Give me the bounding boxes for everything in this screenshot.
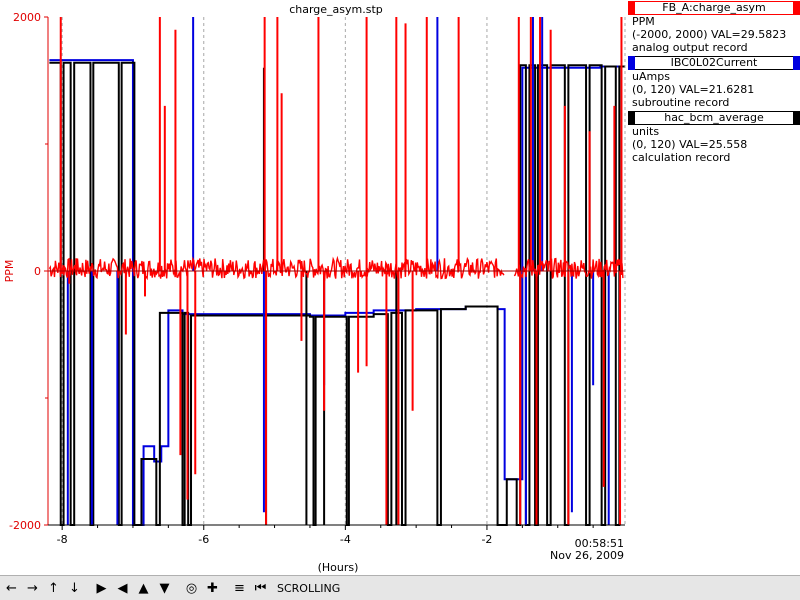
add-button[interactable]: ✚ — [204, 580, 221, 597]
toolbar: ← → ↑ ↓ ▶ ◀ ▲ ▼ ◎ ✚ ≡ ⏮ SCROLLING — [0, 575, 800, 600]
y-tick-label-2: -2000 — [9, 519, 41, 532]
legend-series-2-units: uAmps — [632, 70, 670, 83]
y-axis-label: PPM — [3, 260, 16, 283]
pan-up-icon: ↑ — [48, 580, 59, 596]
x-tick-label-1: -6 — [198, 533, 209, 546]
x-tick-label-3: -2 — [481, 533, 492, 546]
legend-series-3-name: hac_bcm_average — [664, 111, 764, 124]
legend-series-2-range: (0, 120) VAL=21.6281 — [632, 83, 755, 96]
legend-series-1-record: analog output record — [632, 41, 748, 54]
series-1-color-swatch-right — [793, 1, 800, 15]
series-1-color-swatch — [628, 1, 635, 15]
zoom-out-y-icon: ▼ — [159, 580, 170, 596]
legend-series-2-name: IBC0L02Current — [670, 56, 758, 69]
pan-left-icon: ← — [6, 580, 17, 596]
legend-series-3-units: units — [632, 125, 660, 138]
x-tick-label-0: -8 — [57, 533, 68, 546]
pan-down-icon: ↓ — [69, 580, 80, 596]
legend-series-1-name: FB_A:charge_asym — [662, 1, 766, 14]
series-2-color-swatch-right — [793, 56, 800, 70]
legend-series-2-button[interactable]: IBC0L02Current — [628, 56, 800, 70]
zoom-in-x-icon: ▶ — [96, 580, 107, 596]
series-3-color-swatch — [628, 111, 635, 125]
legend-series-1-range: (-2000, 2000) VAL=29.5823 — [632, 28, 787, 41]
legend-series-3-record: calculation record — [632, 151, 731, 164]
zoom-in-y-button[interactable]: ▲ — [135, 580, 152, 597]
time-label: 00:58:51 — [575, 537, 624, 550]
strip-chart[interactable]: 2000 0 -2000 -8 -6 -4 -2 charge_asym.stp PPM (… — [0, 0, 800, 575]
reset-icon: ◎ — [185, 580, 198, 596]
y-tick-label-1: 0 — [34, 265, 41, 278]
series-2-line — [49, 59, 625, 526]
toggle-plot-icon: ≡ — [234, 580, 245, 596]
series-3-color-swatch-right — [793, 111, 800, 125]
series-2-color-swatch — [628, 56, 635, 70]
axes: 2000 0 -2000 -8 -6 -4 -2 — [9, 11, 626, 546]
previous-icon: ⏮ — [254, 580, 267, 596]
date-label: Nov 26, 2009 — [550, 549, 624, 562]
pan-down-button[interactable]: ↓ — [66, 580, 83, 597]
y-tick-label-0: 2000 — [13, 11, 41, 24]
pan-left-button[interactable]: ← — [3, 580, 20, 597]
pan-right-icon: → — [27, 580, 38, 596]
zoom-out-x-button[interactable]: ◀ — [114, 580, 131, 597]
reset-button[interactable]: ◎ — [183, 580, 200, 597]
add-icon: ✚ — [207, 580, 218, 596]
pan-right-button[interactable]: → — [24, 580, 41, 597]
legend-series-3-button[interactable]: hac_bcm_average — [628, 111, 800, 125]
pan-up-button[interactable]: ↑ — [45, 580, 62, 597]
legend-series-3-range: (0, 120) VAL=25.558 — [632, 138, 748, 151]
zoom-out-x-icon: ◀ — [117, 580, 128, 596]
series-layer — [48, 17, 625, 526]
x-tick-label-2: -4 — [340, 533, 351, 546]
legend-series-1-button[interactable]: FB_A:charge_asym — [628, 1, 800, 15]
chart-title: charge_asym.stp — [289, 3, 383, 16]
toggle-plot-button[interactable]: ≡ — [231, 580, 248, 597]
zoom-in-x-button[interactable]: ▶ — [93, 580, 110, 597]
legend: FB_A:charge_asym PPM (-2000, 2000) VAL=2… — [628, 0, 800, 200]
x-axis-label: (Hours) — [318, 561, 359, 574]
zoom-in-y-icon: ▲ — [138, 580, 149, 596]
legend-series-1-units: PPM — [632, 15, 655, 28]
previous-button[interactable]: ⏮ — [252, 580, 269, 597]
legend-series-2-record: subroutine record — [632, 96, 730, 109]
scrolling-status: SCROLLING — [277, 581, 341, 595]
zoom-out-y-button[interactable]: ▼ — [156, 580, 173, 597]
